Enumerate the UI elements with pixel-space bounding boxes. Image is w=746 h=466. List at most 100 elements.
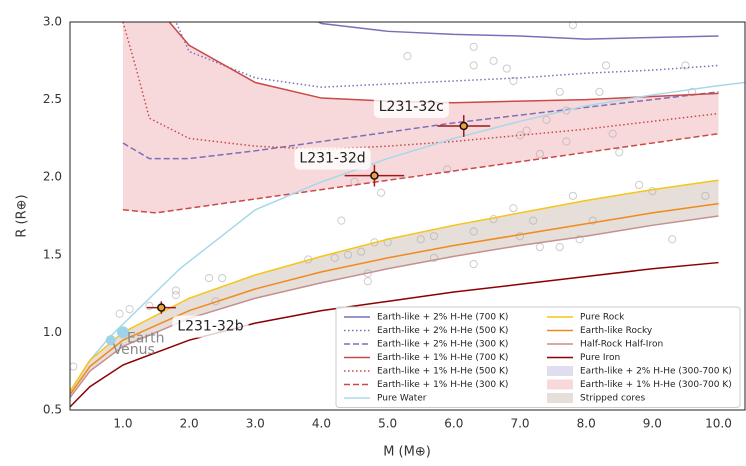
known-planet: [115, 309, 124, 318]
x-tick-label: 7.0: [510, 417, 529, 431]
x-tick-label: 3.0: [246, 417, 265, 431]
planet-label: L231-32b: [177, 319, 243, 335]
known-planet: [615, 148, 624, 157]
planet-point: [157, 303, 166, 312]
known-planet: [357, 247, 366, 256]
legend-box: [335, 306, 741, 408]
known-planet: [701, 191, 710, 200]
known-planet: [403, 52, 412, 61]
known-planet: [555, 87, 564, 96]
known-planet: [542, 115, 551, 124]
known-planet: [469, 61, 478, 70]
solar-label: Earth: [127, 330, 165, 346]
model-curve: [70, 179, 719, 392]
x-tick-label: 10.0: [705, 417, 732, 431]
known-planet: [509, 76, 518, 86]
legend-label: Earth-like + 2% H-He (300 K): [377, 340, 508, 350]
solar-planet: [105, 335, 116, 346]
y-tick-label: 1.0: [43, 325, 62, 339]
known-planet: [502, 64, 511, 73]
legend-label: Stripped cores: [580, 394, 645, 404]
solar-planet: [116, 326, 129, 339]
known-planet: [601, 61, 611, 70]
known-planet: [562, 137, 571, 146]
planet-label: L231-32d: [299, 151, 365, 167]
model-curve: [316, 22, 719, 40]
legend-swatch: [547, 379, 573, 390]
legend-label: Earth-like + 1% H-He (300-700 K): [580, 380, 732, 390]
known-planet: [648, 187, 657, 196]
x-tick-label: 9.0: [643, 417, 662, 431]
legend-label: Earth-like + 1% H-He (700 K): [377, 353, 508, 363]
x-axis-label: M (M⊕): [383, 445, 431, 460]
y-axis-label: R (R⊕): [15, 194, 30, 237]
known-planet: [595, 87, 604, 96]
x-tick-label: 1.0: [113, 417, 132, 431]
y-tick-label: 3.0: [43, 15, 62, 29]
legend-swatch: [547, 393, 573, 403]
legend-label: Pure Rock: [580, 313, 625, 323]
known-planet: [568, 22, 578, 30]
known-planet: [125, 305, 134, 314]
known-planet: [529, 216, 538, 225]
axes-frame: [69, 21, 746, 411]
known-planet: [588, 216, 597, 225]
planet-label: L231-32c: [379, 99, 444, 115]
legend-label: Half-Rock Half-Iron: [580, 340, 663, 350]
x-tick-label: 4.0: [312, 417, 331, 431]
known-planet: [522, 126, 531, 135]
known-planet: [376, 188, 386, 197]
model-curve: [175, 22, 719, 88]
known-planet: [363, 277, 372, 286]
legend-swatch: [547, 366, 573, 376]
label-box: [294, 147, 371, 170]
model-curve: [122, 91, 719, 160]
known-planet: [489, 56, 498, 65]
x-tick-label: 8.0: [577, 417, 596, 431]
x-tick-label: 6.0: [444, 417, 463, 431]
solar-label: Venus: [113, 342, 155, 358]
model-curve: [70, 261, 719, 408]
known-planet: [70, 362, 78, 371]
legend-label: Earth-like + 1% H-He (500 K): [377, 367, 508, 377]
known-planet: [429, 232, 439, 241]
known-planet: [509, 204, 518, 213]
x-tick-label: 2.0: [180, 417, 199, 431]
y-tick-label: 1.5: [43, 247, 62, 261]
known-planet: [171, 291, 180, 300]
known-planet: [469, 42, 478, 51]
known-planet: [608, 129, 617, 138]
known-planet: [343, 250, 353, 259]
label-box: [172, 315, 249, 338]
legend-label: Earth-like + 2% H-He (500 K): [377, 326, 508, 336]
legend-label: Earth-like + 2% H-He (300-700 K): [580, 367, 732, 377]
model-curve: [122, 133, 719, 214]
known-planet: [562, 106, 571, 115]
known-planet: [416, 235, 425, 244]
legend-label: Earth-like Rocky: [580, 326, 653, 336]
model-curve: [70, 215, 719, 399]
legend-label: Pure Water: [377, 394, 427, 404]
known-planet: [171, 286, 180, 295]
known-planet: [429, 253, 439, 263]
known-planet: [337, 216, 346, 225]
known-planet: [204, 273, 214, 283]
known-planet: [681, 61, 690, 70]
planet-point: [370, 171, 379, 180]
known-planet: [575, 235, 584, 244]
known-planet: [145, 301, 154, 311]
known-planet: [568, 191, 578, 200]
known-planet: [469, 260, 478, 269]
known-planet: [515, 232, 525, 241]
label-box: [373, 95, 449, 118]
x-tick-label: 5.0: [378, 417, 397, 431]
known-planet: [469, 227, 478, 236]
known-planet: [330, 253, 339, 263]
known-planet: [218, 273, 227, 283]
y-tick-label: 0.5: [43, 403, 62, 417]
known-planet: [555, 242, 564, 252]
model-curve: [70, 202, 719, 395]
known-planet: [535, 149, 544, 159]
known-planet: [668, 235, 677, 244]
